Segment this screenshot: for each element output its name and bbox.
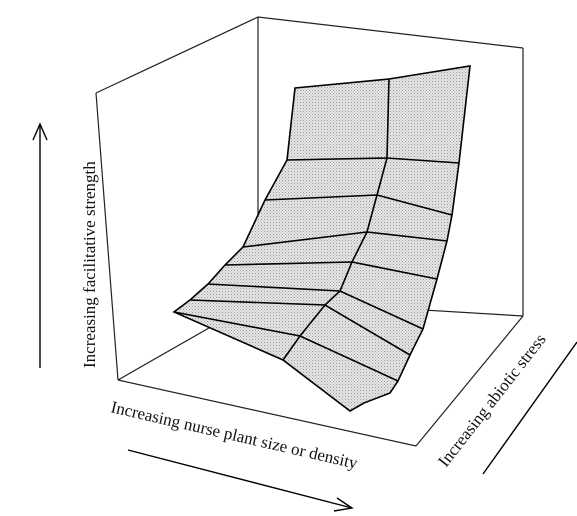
surface-fill	[174, 66, 470, 411]
surface-crossline	[264, 194, 453, 216]
surface-crossline	[173, 311, 399, 382]
front-axis-label: Increasing nurse plant size or density	[109, 397, 360, 472]
surface-crossline	[189, 299, 411, 356]
vertical-axis-label: Increasing facilitative strength	[80, 161, 99, 368]
box-right-floor	[415, 315, 524, 447]
vertical-axis-arrow	[32, 122, 48, 368]
surface-crossline	[286, 157, 460, 164]
response-surface	[172, 65, 471, 412]
depth-axis-label: Increasing abiotic stress	[434, 330, 550, 470]
box-front-floor	[117, 379, 417, 447]
surface-crossline	[242, 231, 448, 248]
surface-outline	[172, 65, 471, 412]
box-left-vertical	[95, 92, 119, 381]
depth-axis-arrow	[482, 341, 577, 475]
surface-crossline	[224, 261, 438, 280]
surface-crossline	[207, 283, 424, 330]
front-axis-arrow	[127, 449, 354, 512]
